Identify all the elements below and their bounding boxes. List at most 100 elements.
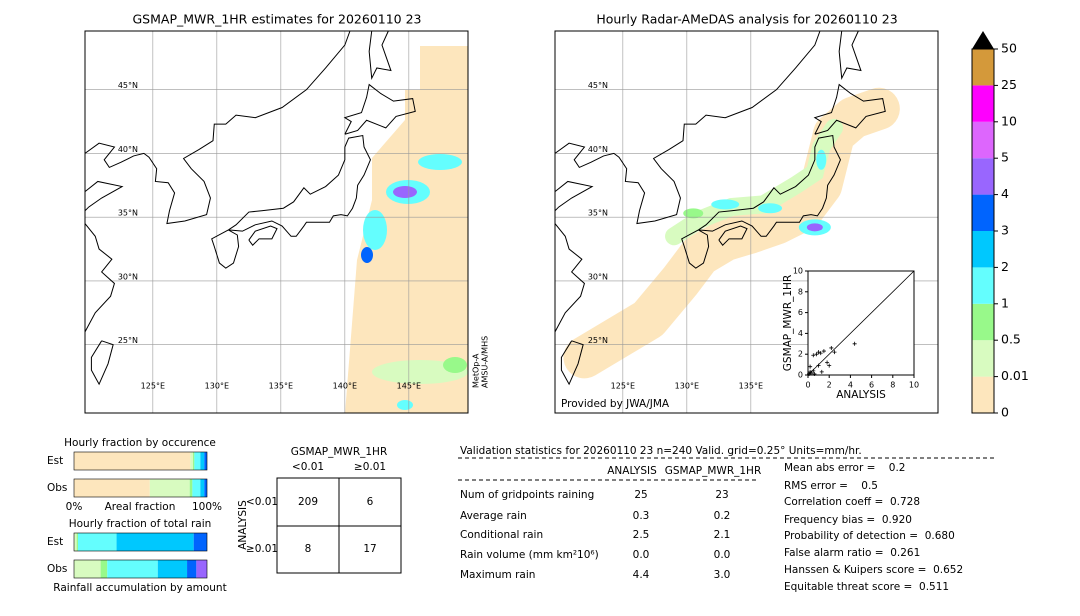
- point: [821, 349, 826, 354]
- cell: 0.2: [714, 510, 731, 522]
- coastline: [554, 30, 821, 225]
- point: [807, 371, 812, 376]
- rain: [816, 149, 827, 170]
- bar-segment: [200, 479, 205, 497]
- swath: [345, 46, 468, 413]
- colorbar-extend: [972, 31, 994, 49]
- colorbar-bin: [972, 85, 994, 122]
- colorbar-bin: [972, 303, 994, 341]
- cell: 6: [367, 496, 374, 508]
- x-axis-label: Areal fraction: [105, 501, 176, 513]
- point: [811, 368, 816, 373]
- score: Frequency bias = 0.920: [784, 514, 912, 526]
- lat-label: 45°N: [118, 81, 138, 90]
- score: Hanssen & Kuipers score = 0.652: [784, 564, 963, 576]
- bar-segment: [157, 560, 188, 578]
- rain: [397, 400, 413, 410]
- point: [808, 364, 813, 369]
- coastline: [90, 340, 114, 386]
- x-tick-label: 4: [848, 381, 853, 390]
- lon-label: 145°E: [397, 382, 421, 391]
- coastline: [248, 225, 278, 246]
- x-tick-label: 0: [805, 381, 810, 390]
- point: [832, 350, 837, 355]
- frame: [84, 30, 469, 414]
- x-tick-label: 8: [890, 381, 895, 390]
- coastline: [84, 223, 116, 333]
- x-axis-label: Rainfall accumulation by amount: [53, 582, 226, 594]
- left-map: [85, 31, 468, 413]
- row-label: Rain volume (mm km²10⁶): [460, 549, 599, 561]
- bar-frame: [73, 478, 208, 498]
- cell: 17: [363, 543, 376, 555]
- x-axis-label: ANALYSIS: [836, 389, 886, 401]
- lat-label: 45°N: [588, 81, 608, 90]
- bar-segment: [204, 479, 207, 497]
- category-label: Est: [47, 536, 63, 548]
- bar-segment: [74, 452, 191, 470]
- rain: [758, 203, 783, 214]
- score: RMS error = 0.5: [784, 480, 878, 492]
- point: [811, 353, 816, 358]
- bar-segment: [192, 479, 201, 497]
- frame: [554, 30, 939, 414]
- category-label: Obs: [47, 482, 67, 494]
- colorbar-bin: [972, 340, 994, 377]
- y-axis-label: GSMAP_MWR_1HR: [782, 275, 794, 371]
- coastline: [554, 223, 586, 333]
- coastline: [560, 340, 584, 386]
- col-header: ANALYSIS: [607, 465, 657, 477]
- satellite-note: MetOp-A: [472, 353, 481, 388]
- score: Probability of detection = 0.680: [784, 530, 955, 542]
- lat-label: 35°N: [118, 209, 138, 218]
- colorbar-label: 5: [1001, 150, 1009, 165]
- bar-segment: [74, 533, 77, 551]
- point: [827, 363, 832, 368]
- coastline: [211, 229, 240, 269]
- y-tick-label: 10: [793, 267, 803, 276]
- colorbar-bin: [972, 121, 994, 159]
- colorbar-label: 1: [1001, 295, 1009, 310]
- bar-segment: [194, 452, 201, 470]
- point: [812, 371, 817, 376]
- contingency-title: GSMAP_MWR_1HR: [291, 446, 387, 458]
- x-tick-label: 100%: [192, 501, 222, 513]
- score: Correlation coeff = 0.728: [784, 496, 920, 508]
- row-label: Average rain: [460, 510, 527, 522]
- cell: 3.0: [714, 569, 731, 581]
- colorbar-bin: [972, 158, 994, 195]
- bar-segment: [190, 452, 194, 470]
- left-map-title: GSMAP_MWR_1HR estimates for 20260110 23: [133, 12, 422, 27]
- row-axis: ANALYSIS: [237, 500, 249, 550]
- validation-header: Validation statistics for 20260110 23 n=…: [460, 445, 862, 457]
- cell: 25: [634, 489, 647, 501]
- lon-label: 135°E: [739, 382, 763, 391]
- coastline: [84, 180, 124, 212]
- colorbar-bin: [972, 194, 994, 231]
- cell: 0.0: [714, 549, 731, 561]
- lon-label: 140°E: [333, 382, 357, 391]
- bar-frame: [73, 451, 208, 471]
- y-tick-label: 0: [798, 371, 803, 380]
- chart-title: Hourly fraction of total rain: [69, 518, 212, 530]
- row-label: ≥0.01: [246, 543, 278, 555]
- rain: [393, 186, 417, 198]
- point: [819, 369, 824, 374]
- point: [809, 370, 814, 375]
- overlay: 45°N 40°N 35°N 30°N 25°N 125°E 130°E 135°E 140°E…: [84, 30, 939, 414]
- score: Equitable threat score = 0.511: [784, 581, 949, 593]
- satellite-note: AMSU-A/MHS: [481, 336, 490, 388]
- colorbar-label: 25: [1001, 77, 1017, 92]
- bar-segment: [200, 452, 205, 470]
- point: [852, 341, 857, 346]
- point: [814, 352, 819, 357]
- lat-label: 40°N: [118, 145, 138, 154]
- bar-segment: [187, 560, 197, 578]
- cell: 0.3: [633, 510, 650, 522]
- cell: 23: [715, 489, 728, 501]
- row-label: Conditional rain: [460, 529, 543, 541]
- coastline: [228, 134, 371, 237]
- colorbar-frame: [971, 48, 995, 414]
- row-label: Maximum rain: [460, 569, 535, 581]
